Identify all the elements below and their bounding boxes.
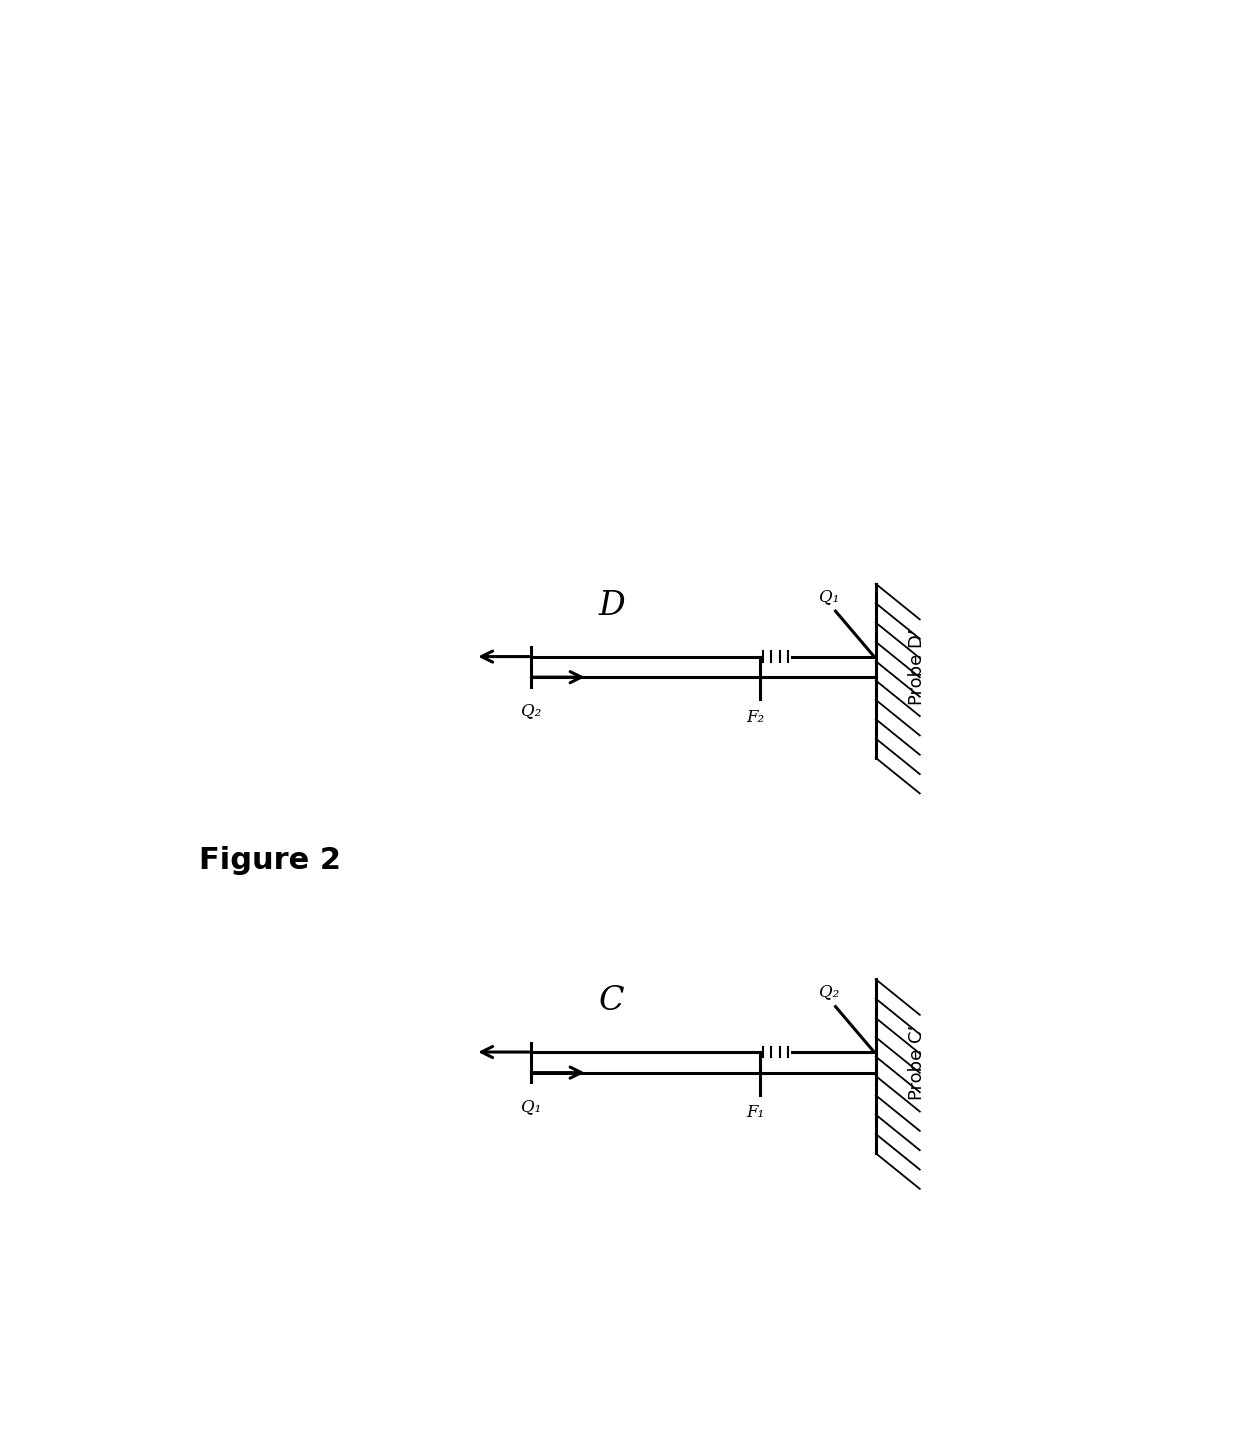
Text: Q₂: Q₂ (521, 703, 542, 719)
Text: Probe D’: Probe D’ (909, 628, 926, 705)
Text: Q₁: Q₁ (521, 1099, 542, 1114)
Text: C: C (599, 985, 624, 1018)
Text: Probe C’: Probe C’ (909, 1025, 926, 1100)
Text: Q₂: Q₂ (818, 984, 839, 1001)
Text: Q₁: Q₁ (818, 588, 839, 605)
Text: F₁: F₁ (746, 1104, 765, 1122)
Text: Figure 2: Figure 2 (200, 846, 341, 876)
Text: D: D (598, 590, 625, 623)
Text: F₂: F₂ (746, 709, 765, 726)
